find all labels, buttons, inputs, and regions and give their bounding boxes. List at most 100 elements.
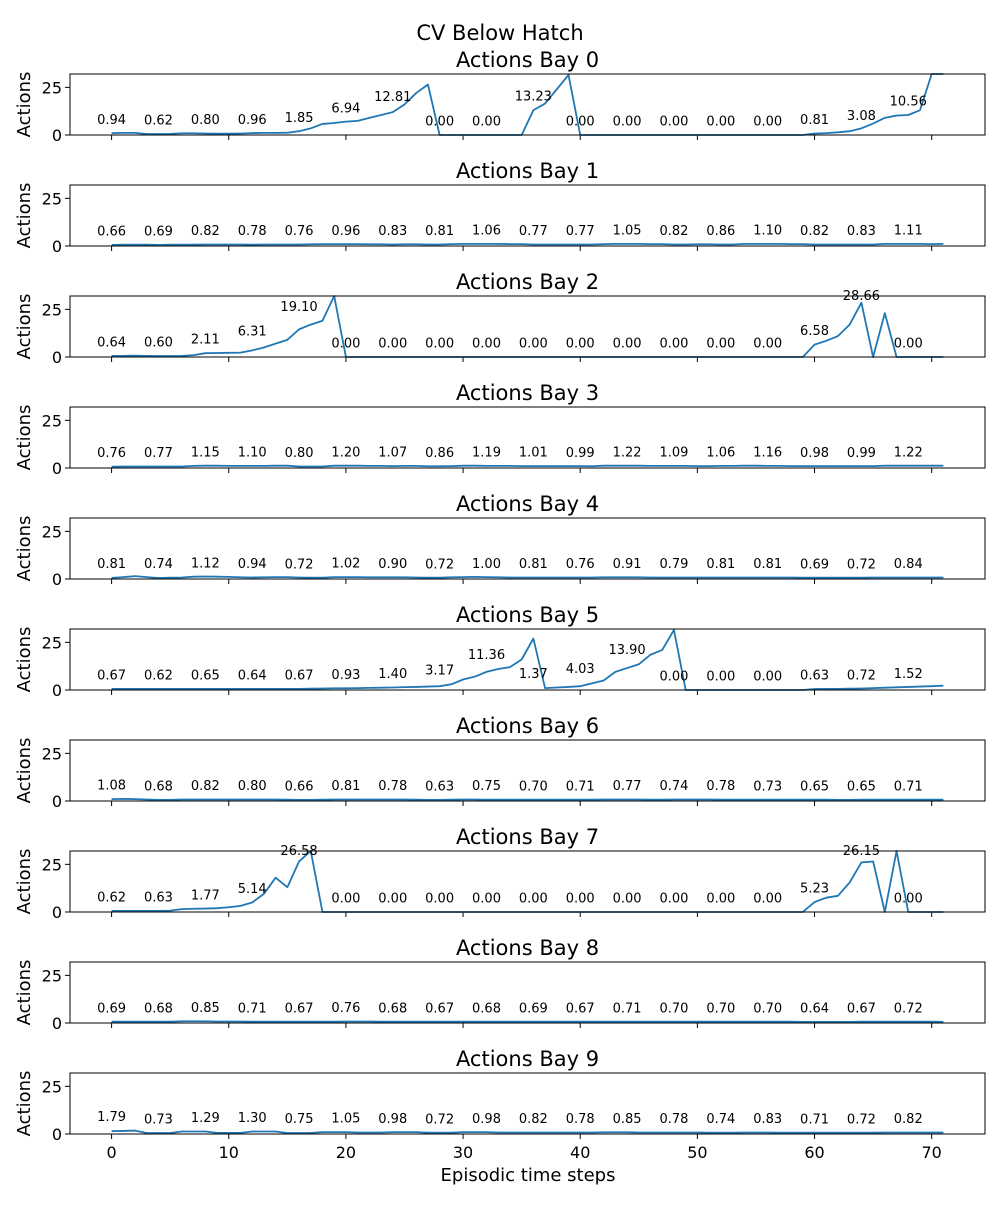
data-label-bay-8-4: 0.67 xyxy=(285,1001,314,1016)
data-label-bay-4-8: 1.00 xyxy=(472,557,501,572)
data-label-bay-2-17: 0.00 xyxy=(894,337,923,352)
data-label-bay-7-1: 0.63 xyxy=(144,890,173,905)
y-tick-label-bay-8-25: 25 xyxy=(42,966,62,985)
panel-title-bay-3: Actions Bay 3 xyxy=(456,381,599,405)
data-label-bay-5-8: 11.36 xyxy=(468,648,505,663)
data-label-bay-3-5: 1.20 xyxy=(331,445,360,460)
data-label-bay-8-10: 0.67 xyxy=(566,1001,595,1016)
data-label-bay-5-4: 0.67 xyxy=(285,668,314,683)
data-label-bay-7-2: 1.77 xyxy=(191,888,220,903)
data-label-bay-2-4: 19.10 xyxy=(280,300,317,315)
y-tick-label-bay-1-0: 0 xyxy=(52,237,62,256)
data-label-bay-2-2: 2.11 xyxy=(191,333,220,348)
y-tick-label-bay-0-25: 25 xyxy=(42,78,62,97)
y-axis-label-bay-6: Actions xyxy=(14,738,35,804)
data-label-bay-5-0: 0.67 xyxy=(97,668,126,683)
x-tick-label-10: 10 xyxy=(219,1143,239,1162)
y-axis-label-bay-4: Actions xyxy=(14,516,35,582)
panel-bay-1: Actions Bay 1 Actions 0 25 0.66 0.69 0.82 0.78 0… xyxy=(14,159,986,256)
data-label-bay-3-17: 1.22 xyxy=(894,445,923,460)
data-label-bay-1-13: 0.86 xyxy=(706,224,735,239)
data-label-bay-9-13: 0.74 xyxy=(706,1112,735,1127)
data-label-bay-7-15: 5.23 xyxy=(800,882,829,897)
axes-frame-bay-6 xyxy=(69,739,986,802)
x-tick-label-40: 40 xyxy=(570,1143,590,1162)
y-tick-label-bay-6-0: 0 xyxy=(52,792,62,811)
data-label-bay-0-4: 1.85 xyxy=(285,111,314,126)
data-label-bay-8-1: 0.68 xyxy=(144,1001,173,1016)
data-label-bay-5-17: 1.52 xyxy=(894,667,923,682)
axes-frame-bay-3 xyxy=(69,406,986,469)
data-label-bay-8-17: 0.72 xyxy=(894,1001,923,1016)
data-label-bay-9-4: 0.75 xyxy=(285,1112,314,1127)
data-label-bay-1-8: 1.06 xyxy=(472,224,501,239)
y-tick-label-bay-9-25: 25 xyxy=(42,1077,62,1096)
data-label-bay-7-5: 0.00 xyxy=(331,892,360,907)
data-label-bay-5-1: 0.62 xyxy=(144,668,173,683)
series-line-bay-6 xyxy=(111,798,944,801)
data-label-bay-7-6: 0.00 xyxy=(378,892,407,907)
data-label-bay-6-16: 0.65 xyxy=(847,779,876,794)
data-label-bay-1-12: 0.82 xyxy=(659,224,688,239)
axes-frame-bay-4 xyxy=(69,517,986,580)
panel-bay-5: Actions Bay 5 Actions 0 25 0.67 0.62 0.65 0.64 0… xyxy=(14,603,986,700)
data-label-bay-4-1: 0.74 xyxy=(144,557,173,572)
data-label-bay-1-17: 1.11 xyxy=(894,224,923,239)
y-axis-label-bay-3: Actions xyxy=(14,405,35,471)
data-label-bay-9-6: 0.98 xyxy=(378,1112,407,1127)
data-label-bay-3-7: 0.86 xyxy=(425,446,454,461)
data-label-bay-5-5: 0.93 xyxy=(331,668,360,683)
panel-bay-6: Actions Bay 6 Actions 0 25 1.08 0.68 0.82 0.80 0… xyxy=(14,714,986,811)
data-label-bay-6-2: 0.82 xyxy=(191,779,220,794)
series-line-bay-1 xyxy=(111,242,944,246)
data-label-bay-9-0: 1.79 xyxy=(97,1110,126,1125)
data-label-bay-8-15: 0.64 xyxy=(800,1001,829,1016)
data-label-bay-8-3: 0.71 xyxy=(238,1001,267,1016)
data-label-bay-4-6: 0.90 xyxy=(378,557,407,572)
data-label-bay-4-2: 1.12 xyxy=(191,557,220,572)
data-label-bay-5-6: 1.40 xyxy=(378,667,407,682)
data-label-bay-3-3: 1.10 xyxy=(238,446,267,461)
y-tick-label-bay-7-25: 25 xyxy=(42,855,62,874)
data-label-bay-7-10: 0.00 xyxy=(566,892,595,907)
panel-bay-4: Actions Bay 4 Actions 0 25 0.81 0.74 1.12 0.94 0… xyxy=(14,492,986,589)
x-tick-label-50: 50 xyxy=(687,1143,707,1162)
y-tick-label-bay-3-25: 25 xyxy=(42,411,62,430)
y-axis-label-bay-5: Actions xyxy=(14,627,35,693)
data-label-bay-0-5: 6.94 xyxy=(331,101,360,116)
data-label-bay-0-1: 0.62 xyxy=(144,113,173,128)
y-axis-label-bay-1: Actions xyxy=(14,183,35,249)
data-label-bay-9-10: 0.78 xyxy=(566,1112,595,1127)
y-tick-label-bay-4-25: 25 xyxy=(42,522,62,541)
panel-bay-8: Actions Bay 8 Actions 0 25 0.69 0.68 0.85 0.71 0… xyxy=(14,936,986,1033)
data-label-bay-0-15: 0.81 xyxy=(800,113,829,128)
data-label-bay-3-10: 0.99 xyxy=(566,446,595,461)
panel-title-bay-2: Actions Bay 2 xyxy=(456,270,599,294)
y-tick-label-bay-9-0: 0 xyxy=(52,1125,62,1144)
data-label-bay-8-16: 0.67 xyxy=(847,1001,876,1016)
data-label-bay-7-3: 5.14 xyxy=(238,882,267,897)
data-label-bay-8-13: 0.70 xyxy=(706,1001,735,1016)
panel-title-bay-7: Actions Bay 7 xyxy=(456,825,599,849)
panel-bay-2: Actions Bay 2 Actions 0 25 0.64 0.60 2.11 6.31 1… xyxy=(14,270,986,367)
data-label-bay-8-0: 0.69 xyxy=(97,1001,126,1016)
data-label-bay-7-14: 0.00 xyxy=(753,892,782,907)
data-label-bay-6-14: 0.73 xyxy=(753,779,782,794)
data-label-bay-8-8: 0.68 xyxy=(472,1001,501,1016)
data-label-bay-1-0: 0.66 xyxy=(97,224,126,239)
data-label-bay-5-16: 0.72 xyxy=(847,668,876,683)
data-label-bay-8-5: 0.76 xyxy=(331,1001,360,1016)
data-label-bay-9-5: 1.05 xyxy=(331,1112,360,1127)
data-label-bay-6-6: 0.78 xyxy=(378,779,407,794)
data-label-bay-9-11: 0.85 xyxy=(613,1112,642,1127)
data-label-bay-0-6: 12.81 xyxy=(374,90,411,105)
x-tick-label-70: 70 xyxy=(922,1143,942,1162)
x-tick-label-0: 0 xyxy=(106,1143,116,1162)
y-axis-label-bay-2: Actions xyxy=(14,294,35,360)
data-label-bay-9-17: 0.82 xyxy=(894,1112,923,1127)
data-label-bay-9-15: 0.71 xyxy=(800,1112,829,1127)
data-label-bay-6-3: 0.80 xyxy=(238,779,267,794)
data-label-bay-6-4: 0.66 xyxy=(285,779,314,794)
data-label-bay-3-6: 1.07 xyxy=(378,446,407,461)
